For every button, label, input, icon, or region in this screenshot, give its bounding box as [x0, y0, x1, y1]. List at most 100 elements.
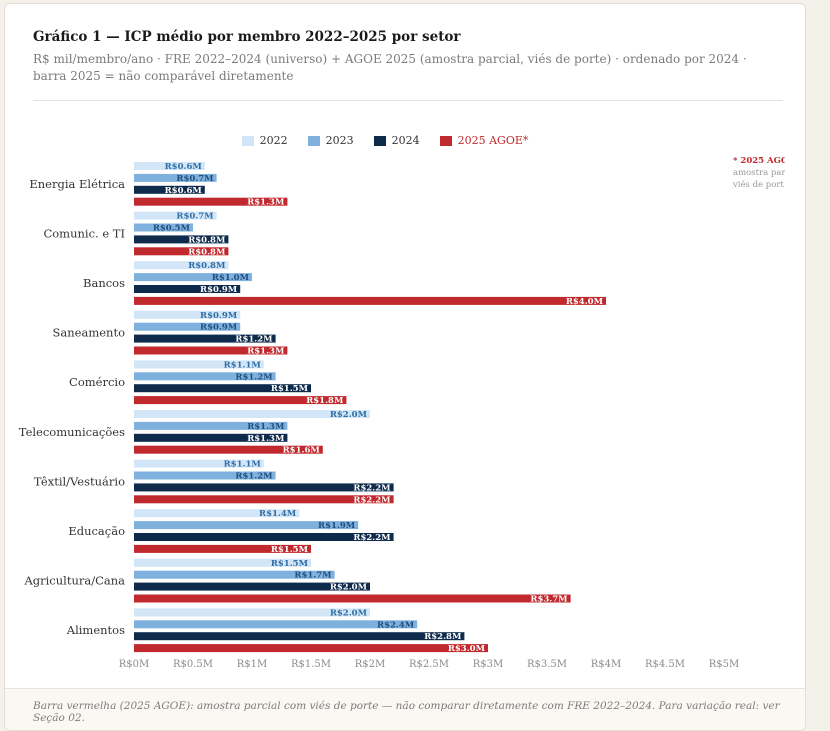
legend-item-2025: 2025 AGOE* [439, 134, 529, 147]
bar-textil-vestuario-2023 [134, 471, 276, 480]
data-label-textil-vestuario-2024: R$2.2M [353, 483, 391, 493]
data-label-bancos-2024: R$0.9M [200, 285, 238, 295]
bar-agricultura-cana-2022 [134, 558, 311, 567]
x-tick-label: R$3.5M [527, 659, 567, 670]
x-tick-label: R$4M [591, 659, 622, 670]
data-label-educacao-2024: R$2.2M [353, 533, 391, 543]
data-label-saneamento-2022: R$0.9M [200, 311, 238, 321]
bar-textil-vestuario-2025agoe [134, 495, 394, 504]
bar-bancos-2025agoe [134, 296, 606, 305]
side-note-line-1: amostra parc [733, 168, 785, 178]
category-label-energia-eletrica: Energia Elétrica [29, 177, 125, 191]
legend-label-2022: 2022 [259, 134, 288, 147]
x-tick-label: R$0.5M [173, 659, 213, 670]
bar-chart: Energia Elétrica R$0.6M R$0.7M R$0.6M R$1.3M… [19, 162, 740, 670]
bar-educacao-2023 [134, 521, 359, 530]
bar-agricultura-cana-2024 [134, 582, 370, 591]
bar-bancos-2022 [134, 261, 229, 270]
legend-swatch-2023 [307, 135, 320, 146]
side-note-title: * 2025 AGOE [733, 156, 785, 166]
bar-energia-eletrica-2023 [134, 173, 217, 182]
bar-telecomunicacoes-2023 [134, 421, 288, 430]
data-label-comunic-e-ti-2022: R$0.7M [176, 212, 214, 222]
bar-textil-vestuario-2022 [134, 459, 264, 468]
data-label-textil-vestuario-2023: R$1.2M [235, 472, 273, 482]
legend-label-2023: 2023 [325, 134, 354, 147]
bar-educacao-2022 [134, 509, 300, 518]
bar-comunic-e-ti-2025agoe [134, 247, 229, 256]
bar-saneamento-2025agoe [134, 346, 288, 355]
data-label-comunic-e-ti-2025agoe: R$0.8M [188, 247, 226, 257]
bar-saneamento-2024 [134, 334, 276, 343]
chart-title: Gráfico 1 — ICP médio por membro 2022–20… [33, 29, 461, 45]
data-label-agricultura-cana-2023: R$1.7M [294, 571, 332, 581]
bar-saneamento-2022 [134, 310, 241, 319]
data-label-energia-eletrica-2025agoe: R$1.3M [247, 198, 285, 208]
data-label-comercio-2024: R$1.5M [271, 384, 309, 394]
bar-comunic-e-ti-2024 [134, 235, 229, 244]
bar-textil-vestuario-2024 [134, 483, 394, 492]
category-label-bancos: Bancos [83, 276, 125, 290]
data-label-comunic-e-ti-2023: R$0.5M [153, 224, 191, 234]
x-tick-label: R$3M [473, 659, 504, 670]
bar-agricultura-cana-2023 [134, 570, 335, 579]
category-label-educacao: Educação [68, 524, 125, 538]
data-label-bancos-2023: R$1.0M [212, 273, 250, 283]
bar-comercio-2025agoe [134, 396, 347, 405]
data-label-agricultura-cana-2022: R$1.5M [271, 559, 309, 569]
data-label-energia-eletrica-2024: R$0.6M [165, 186, 203, 196]
agoe-side-note: * 2025 AGOE amostra parc viés de port [733, 155, 785, 191]
category-label-saneamento: Saneamento [53, 326, 126, 340]
data-label-alimentos-2024: R$2.8M [424, 632, 462, 642]
data-label-agricultura-cana-2024: R$2.0M [330, 583, 368, 593]
bar-comercio-2023 [134, 372, 276, 381]
x-tick-label: R$5M [709, 659, 740, 670]
bar-educacao-2024 [134, 533, 394, 541]
x-tick-label: R$1M [237, 659, 268, 670]
bar-agricultura-cana-2025agoe [134, 594, 571, 603]
bar-educacao-2025agoe [134, 544, 311, 553]
bar-bancos-2024 [134, 285, 241, 293]
data-label-saneamento-2024: R$1.2M [235, 335, 273, 345]
data-label-energia-eletrica-2022: R$0.6M [165, 162, 203, 172]
x-tick-label: R$2M [355, 659, 386, 670]
data-label-alimentos-2023: R$2.4M [377, 620, 415, 630]
bar-alimentos-2025agoe [134, 644, 488, 653]
category-label-telecomunicacoes: Telecomunicações [19, 425, 125, 439]
bar-telecomunicacoes-2025agoe [134, 445, 323, 454]
data-label-textil-vestuario-2025agoe: R$2.2M [353, 495, 391, 505]
data-label-comercio-2022: R$1.1M [224, 360, 262, 370]
bar-bancos-2023 [134, 273, 252, 282]
bar-alimentos-2023 [134, 620, 418, 629]
legend-label-2025: 2025 AGOE* [457, 134, 529, 147]
bar-saneamento-2023 [134, 322, 241, 331]
data-label-bancos-2022: R$0.8M [188, 261, 226, 271]
data-label-agricultura-cana-2025agoe: R$3.7M [530, 595, 568, 605]
x-tick-label: R$1.5M [291, 659, 331, 670]
legend-swatch-2024 [373, 135, 386, 146]
chart-legend: 2022 2023 2024 2025 AGOE* [5, 134, 765, 147]
category-label-comercio: Comércio [69, 375, 125, 389]
category-label-comunic-e-ti: Comunic. e TI [43, 226, 125, 240]
bar-energia-eletrica-2025agoe [134, 197, 288, 206]
legend-label-2024: 2024 [391, 134, 420, 147]
chart-footer: Barra vermelha (2025 AGOE): amostra parc… [5, 688, 805, 730]
x-tick-label: R$4.5M [645, 659, 685, 670]
category-label-textil-vestuario: Têxtil/Vestuário [34, 474, 125, 488]
legend-item-2024: 2024 [373, 134, 420, 147]
data-label-alimentos-2022: R$2.0M [330, 608, 368, 618]
bar-comercio-2024 [134, 384, 311, 393]
data-label-educacao-2022: R$1.4M [259, 509, 297, 519]
bar-energia-eletrica-2022 [134, 162, 205, 170]
legend-item-2022: 2022 [241, 134, 288, 147]
bar-comunic-e-ti-2022 [134, 211, 217, 220]
bar-telecomunicacoes-2024 [134, 433, 288, 442]
bar-telecomunicacoes-2022 [134, 410, 370, 418]
chart-subtitle: R$ mil/membro/ano · FRE 2022–2024 (unive… [33, 52, 747, 83]
header-divider [33, 100, 783, 101]
data-label-bancos-2025agoe: R$4.0M [566, 297, 604, 307]
data-label-comercio-2023: R$1.2M [235, 372, 273, 382]
chart-card: Gráfico 1 — ICP médio por membro 2022–20… [4, 3, 806, 731]
legend-swatch-2022 [241, 135, 254, 146]
side-note-line-2: viés de port [733, 180, 784, 190]
